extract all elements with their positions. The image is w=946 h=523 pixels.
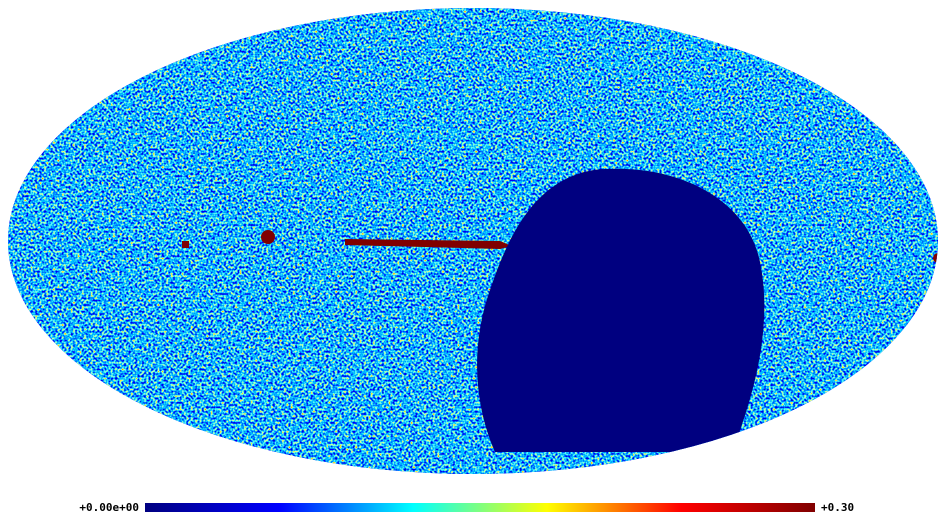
red-spot	[261, 230, 275, 244]
red-spot	[933, 253, 943, 263]
colorbar	[145, 503, 815, 512]
map-body	[8, 8, 943, 474]
sky-map: +0.00e+00 +0.30	[0, 0, 946, 519]
colorbar-max-label: +0.30	[821, 501, 854, 514]
red-spot	[182, 241, 189, 248]
colorbar-min-label: +0.00e+00	[79, 501, 139, 514]
